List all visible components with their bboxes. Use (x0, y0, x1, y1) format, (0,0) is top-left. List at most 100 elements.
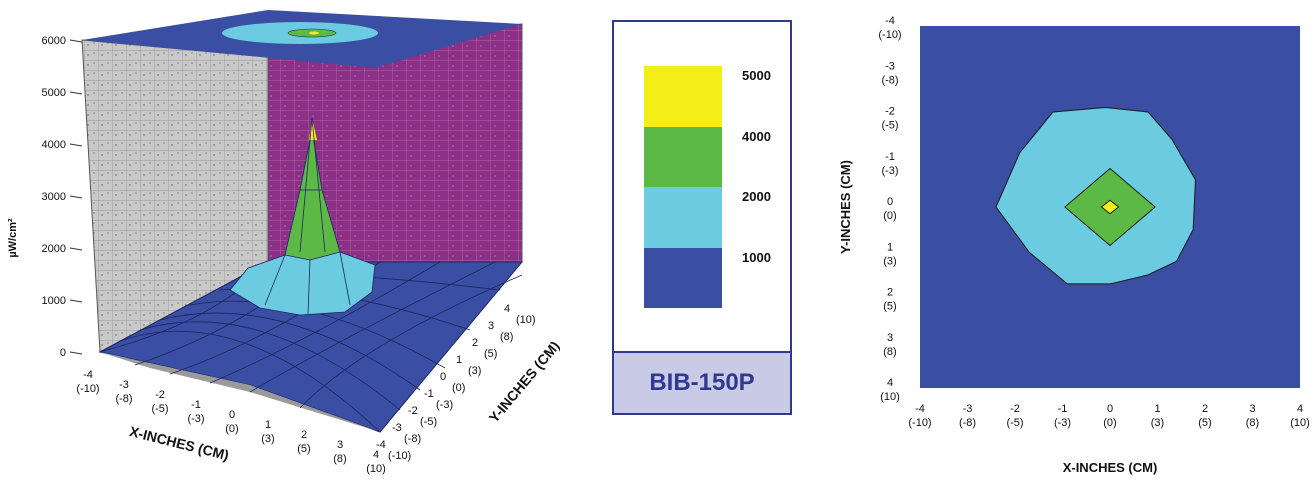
y-tick-label: -1 (885, 151, 895, 163)
y-tick-label: 3 (887, 332, 893, 344)
y-tick-label: 1 (887, 241, 893, 253)
y-tick-label: 2 (887, 287, 893, 299)
contour-level-4000 (1100, 199, 1120, 215)
x-tick-sublabel: (-10) (76, 383, 99, 395)
legend-swatch (644, 126, 722, 187)
surface-floor-shadow (100, 352, 380, 432)
y-tick-label: -4 (376, 439, 386, 451)
y-tick-sublabel: (0) (883, 210, 896, 222)
y-tick-label: -1 (424, 388, 434, 400)
y-tick-sublabel: (-3) (436, 399, 453, 411)
x-tick-sublabel: (-8) (115, 393, 132, 405)
y-tick-label: -3 (885, 60, 895, 72)
x-tick-label: 2 (301, 429, 307, 441)
legend-label: 4000 (742, 128, 771, 144)
x-tick-label: -4 (915, 403, 925, 415)
z-axis-title: µW/cm² (7, 218, 19, 258)
peak-mesh (264, 117, 351, 315)
z-tick-label: 6000 (42, 35, 66, 47)
z-tick-label: 1000 (42, 295, 66, 307)
y-tick-label: -2 (885, 106, 895, 118)
y-tick-sublabel: (3) (468, 365, 481, 377)
z-tick-label: 3000 (42, 191, 66, 203)
legend-label: 1000 (742, 249, 771, 265)
contour-plot-panel: -4 (-10) -3 (-8) -2 (-5) -1 (-3) 0 (0) 1 (3) 2 (5) 3 (8… (820, 0, 1315, 483)
y-tick-label: 4 (887, 377, 893, 389)
x-tick-label: -4 (83, 369, 93, 381)
y-tick-label: -4 (885, 15, 895, 27)
x-tick-label: 0 (229, 409, 235, 421)
z-tick-label: 4000 (42, 139, 66, 151)
y-axis-title: Y-INCHES (CM) (838, 160, 853, 254)
y-tick-sublabel: (10) (516, 314, 536, 326)
x-tick-label: 2 (1202, 403, 1208, 415)
x-tick-sublabel: (3) (261, 433, 274, 445)
z-tick-mark (69, 143, 83, 147)
x-axis-title: X-INCHES (CM) (1063, 460, 1158, 475)
y-tick-sublabel: (-5) (420, 416, 437, 428)
x-tick-label: 3 (1249, 403, 1255, 415)
x-tick-sublabel: (5) (297, 443, 310, 455)
z-tick-label: 2000 (42, 243, 66, 255)
peak-band-1000 (229, 251, 376, 316)
z-tick-mark (69, 351, 83, 355)
z-tick-mark (69, 39, 83, 43)
x-tick-label: 4 (373, 449, 379, 461)
y-tick-label: 0 (440, 371, 446, 383)
x-tick-label: -3 (963, 403, 973, 415)
y-tick-sublabel: (-10) (388, 450, 411, 462)
y-tick-sublabel: (8) (883, 346, 896, 358)
x-tick-sublabel: (8) (333, 453, 346, 465)
z-tick-label: 0 (60, 347, 66, 359)
legend-footer: BIB-150P (614, 351, 790, 413)
y-axis-ticks: 4 (10) 3 (8) 2 (5) 1 (3) 0 (0) -1(-3) -2(-5) -3(-8) -… (376, 303, 536, 462)
legend-swatch (644, 247, 722, 308)
y-tick-sublabel: (-8) (404, 433, 421, 445)
y-tick-sublabel: (8) (500, 331, 513, 343)
y-tick-label: -3 (392, 422, 402, 434)
y-tick-label: 4 (504, 303, 510, 315)
x-tick-label: 0 (1107, 403, 1113, 415)
x-tick-sublabel: (3) (1151, 417, 1164, 429)
x-tick-sublabel: (10) (366, 463, 386, 475)
x-axis-title: X-INCHES (CM) (128, 423, 231, 463)
y-tick-sublabel: (5) (883, 301, 896, 313)
y-axis-ticks: -4 (-10) -3 (-8) -2 (-5) -1 (-3) 0 (0) 1 (3) 2 (5) 3 (8… (878, 15, 901, 403)
x-axis-ticks: -4 (-10) -3 (-8) -2 (-5) -1 (-3) 0 (0) 1 (3) 2 (5) 3 (8… (76, 369, 385, 475)
z-axis-ticks: 0 1000 2000 3000 4000 5000 6000 (42, 35, 83, 359)
x-tick-sublabel: (-5) (151, 403, 168, 415)
y-tick-sublabel: (-10) (878, 29, 901, 41)
x-axis-ticks: -4 (-10) -3 (-8) -2 (-5) -1 (-3) 0 (0) 1 (3) 2 (5) 3 (8… (908, 403, 1309, 429)
legend-panel: 5000 4000 2000 1000 BIB-150P (612, 20, 792, 415)
y-tick-sublabel: (-8) (881, 74, 898, 86)
x-tick-sublabel: (-10) (908, 417, 931, 429)
x-tick-label: 1 (265, 419, 271, 431)
legend-label: 5000 (742, 68, 771, 83)
y-tick-sublabel: (0) (452, 382, 465, 394)
y-tick-label: -2 (408, 405, 418, 417)
legend-title: BIB-150P (649, 369, 755, 396)
legend-swatch (644, 66, 722, 127)
x-tick-sublabel: (-5) (1006, 417, 1023, 429)
y-tick-sublabel: (-5) (881, 120, 898, 132)
x-tick-label: -2 (1010, 403, 1020, 415)
contour-plot: -4 (-10) -3 (-8) -2 (-5) -1 (-3) 0 (0) 1 (3) 2 (5) 3 (8… (838, 15, 1310, 475)
top-projection-4000 (309, 31, 319, 35)
x-tick-sublabel: (-3) (1054, 417, 1071, 429)
x-tick-label: -2 (155, 389, 165, 401)
legend-label: 2000 (742, 189, 771, 204)
z-tick-mark (69, 195, 83, 199)
y-tick-sublabel: (3) (883, 255, 896, 267)
y-tick-label: 1 (456, 354, 462, 366)
x-tick-label: 1 (1154, 403, 1160, 415)
x-tick-label: -1 (1058, 403, 1068, 415)
x-tick-label: -1 (191, 399, 201, 411)
x-tick-sublabel: (10) (1290, 417, 1310, 429)
x-tick-sublabel: (0) (225, 423, 238, 435)
x-tick-label: -3 (119, 379, 129, 391)
surface-plot-panel: 0 1000 2000 3000 4000 5000 6000 -4 (-10) -3 (-8) -… (0, 0, 563, 483)
x-tick-label: 3 (337, 439, 343, 451)
z-tick-mark (69, 91, 83, 95)
z-tick-label: 5000 (42, 87, 66, 99)
